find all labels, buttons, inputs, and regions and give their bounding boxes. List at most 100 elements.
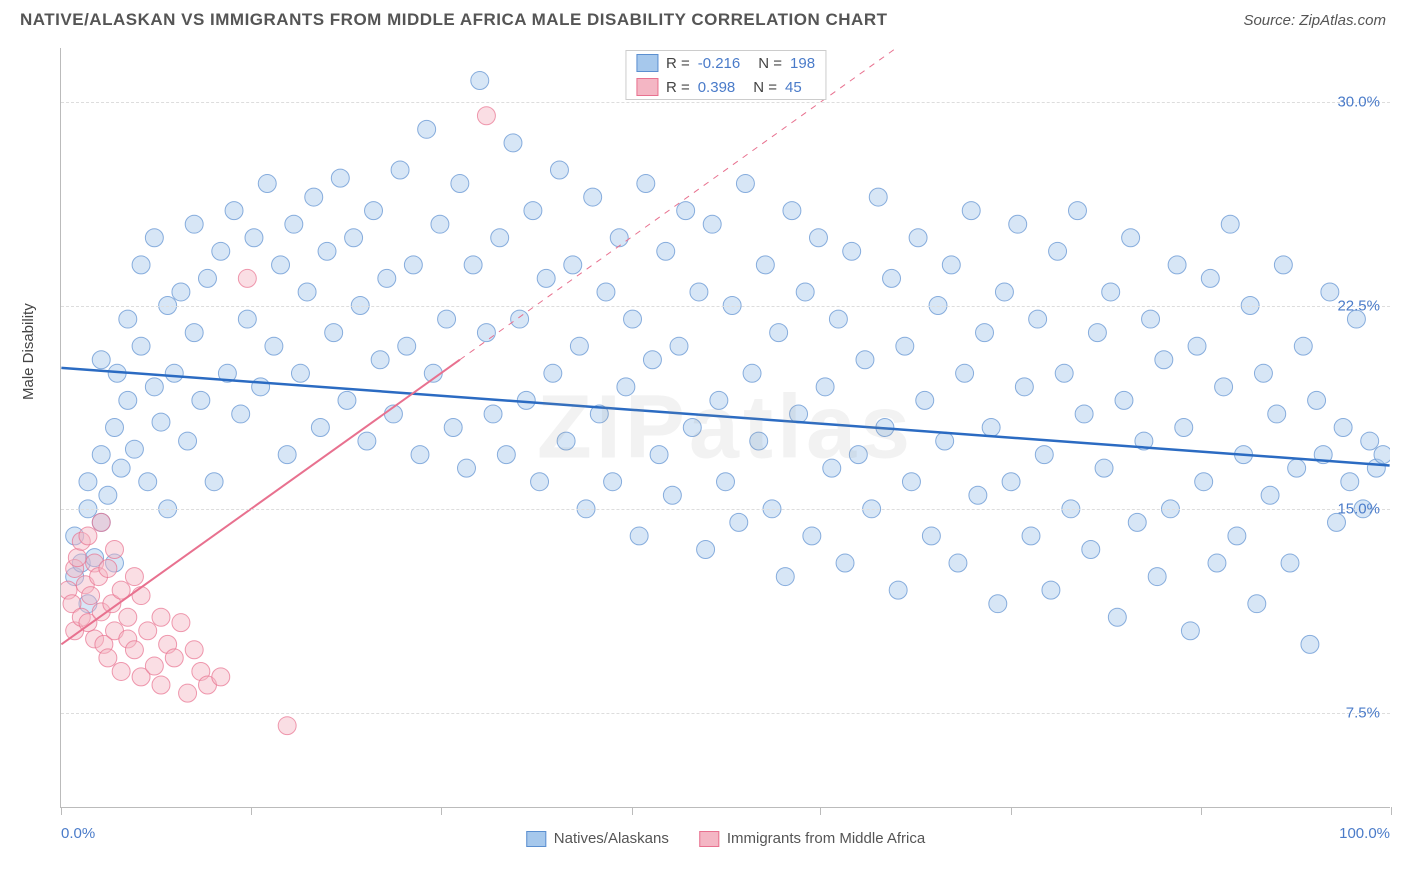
scatter-point (690, 283, 708, 301)
scatter-point (99, 486, 117, 504)
scatter-point (358, 432, 376, 450)
scatter-point (179, 432, 197, 450)
scatter-point (371, 351, 389, 369)
scatter-point (956, 364, 974, 382)
scatter-point (630, 527, 648, 545)
scatter-point (192, 391, 210, 409)
legend-n-label: N = (753, 79, 777, 96)
scatter-point (252, 378, 270, 396)
scatter-point (989, 595, 1007, 613)
scatter-point (1334, 419, 1352, 437)
scatter-point (849, 446, 867, 464)
scatter-point (1055, 364, 1073, 382)
scatter-point (869, 188, 887, 206)
scatter-point (776, 568, 794, 586)
x-axis-label-min: 0.0% (61, 825, 95, 842)
scatter-point (331, 169, 349, 187)
scatter-point (1321, 283, 1339, 301)
legend-n-value-0: 198 (790, 55, 815, 72)
scatter-point (790, 405, 808, 423)
scatter-point (1175, 419, 1193, 437)
scatter-point (198, 269, 216, 287)
gridline (61, 306, 1390, 307)
legend-swatch-1 (636, 78, 658, 96)
scatter-point (736, 175, 754, 193)
scatter-point (278, 446, 296, 464)
scatter-point (1288, 459, 1306, 477)
scatter-point (1228, 527, 1246, 545)
scatter-point (637, 175, 655, 193)
chart-header: NATIVE/ALASKAN VS IMMIGRANTS FROM MIDDLE… (0, 0, 1406, 35)
scatter-point (82, 587, 100, 605)
scatter-point (617, 378, 635, 396)
scatter-point (962, 202, 980, 220)
series-label-0: Natives/Alaskans (554, 830, 669, 847)
scatter-point (438, 310, 456, 328)
x-tick (251, 807, 252, 815)
scatter-point (318, 242, 336, 260)
scatter-point (444, 419, 462, 437)
x-tick (1011, 807, 1012, 815)
scatter-point (942, 256, 960, 274)
scatter-point (1142, 310, 1160, 328)
legend-swatch-0 (636, 54, 658, 72)
x-tick (441, 807, 442, 815)
scatter-point (750, 432, 768, 450)
scatter-point (1029, 310, 1047, 328)
scatter-point (703, 215, 721, 233)
scatter-point (730, 513, 748, 531)
scatter-point (1075, 405, 1093, 423)
scatter-point (152, 413, 170, 431)
scatter-point (464, 256, 482, 274)
scatter-point (477, 107, 495, 125)
series-legend: Natives/Alaskans Immigrants from Middle … (526, 830, 925, 847)
scatter-point (1095, 459, 1113, 477)
scatter-point (624, 310, 642, 328)
scatter-point (829, 310, 847, 328)
scatter-point (68, 549, 86, 567)
chart-area: ZIPatlas R = -0.216 N = 198 R = 0.398 N … (60, 48, 1390, 808)
scatter-point (1049, 242, 1067, 260)
scatter-point (238, 269, 256, 287)
scatter-point (976, 324, 994, 342)
scatter-point (125, 641, 143, 659)
scatter-point (258, 175, 276, 193)
scatter-point (1301, 635, 1319, 653)
scatter-point (816, 378, 834, 396)
scatter-point (1361, 432, 1379, 450)
scatter-point (1261, 486, 1279, 504)
scatter-point (391, 161, 409, 179)
scatter-point (1274, 256, 1292, 274)
scatter-point (491, 229, 509, 247)
scatter-point (185, 641, 203, 659)
scatter-point (783, 202, 801, 220)
scatter-point (1281, 554, 1299, 572)
scatter-point (119, 608, 137, 626)
scatter-point (949, 554, 967, 572)
scatter-point (663, 486, 681, 504)
scatter-point (497, 446, 515, 464)
scatter-point (484, 405, 502, 423)
y-tick-label: 22.5% (1337, 297, 1380, 314)
series-legend-item-0: Natives/Alaskans (526, 830, 669, 847)
correlation-legend: R = -0.216 N = 198 R = 0.398 N = 45 (625, 50, 826, 100)
scatter-point (92, 513, 110, 531)
scatter-point (212, 668, 230, 686)
scatter-point (1108, 608, 1126, 626)
scatter-point (856, 351, 874, 369)
scatter-point (145, 657, 163, 675)
scatter-point (112, 662, 130, 680)
scatter-point (584, 188, 602, 206)
scatter-point (119, 310, 137, 328)
scatter-point (1015, 378, 1033, 396)
scatter-point (670, 337, 688, 355)
scatter-point (265, 337, 283, 355)
scatter-point (504, 134, 522, 152)
scatter-point (1002, 473, 1020, 491)
scatter-point (570, 337, 588, 355)
scatter-point (889, 581, 907, 599)
scatter-point (278, 717, 296, 735)
scatter-point (79, 527, 97, 545)
scatter-point (531, 473, 549, 491)
scatter-point (232, 405, 250, 423)
